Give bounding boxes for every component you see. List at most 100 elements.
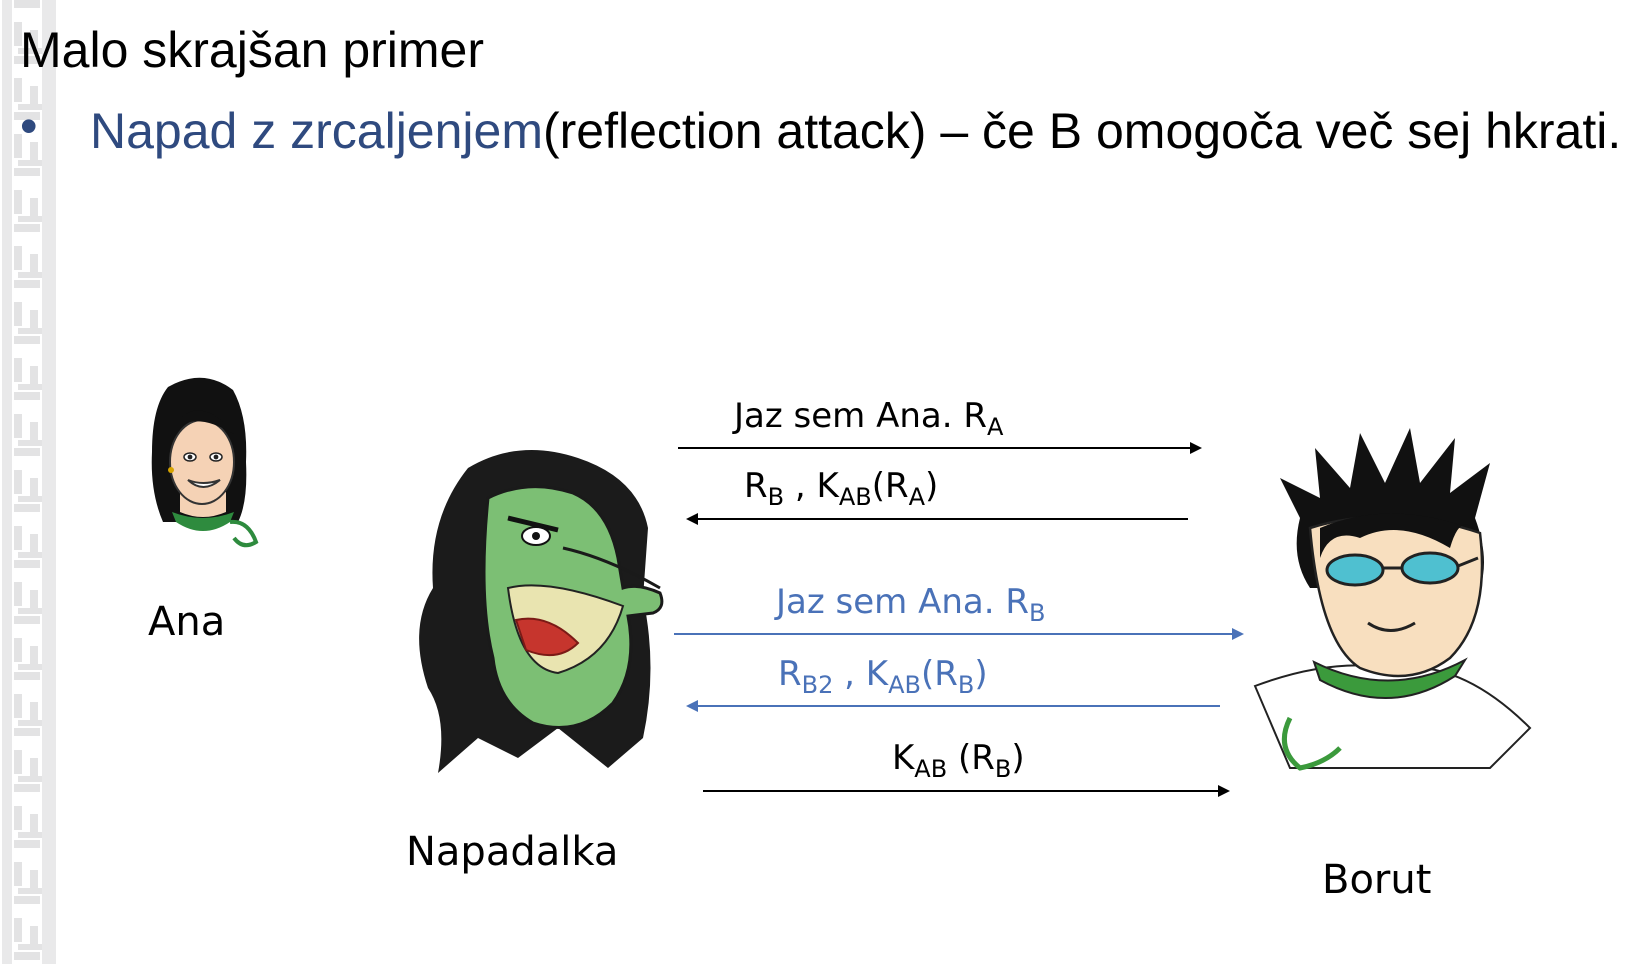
- pattern-mark: [14, 0, 40, 8]
- message-label: Jaz sem Ana. RA: [734, 396, 1003, 439]
- message-label: RB2 , KAB(RB): [778, 654, 988, 697]
- message-text-part: ): [1011, 738, 1025, 778]
- pattern-mark: [14, 784, 40, 792]
- message-text-part: (R: [920, 654, 958, 694]
- pattern-mark: [18, 832, 42, 838]
- pattern-mark: [18, 48, 42, 54]
- pattern-mark: [30, 534, 38, 554]
- pattern-mark: [14, 358, 22, 382]
- pattern-mark: [14, 918, 22, 942]
- message-text-part: (R: [947, 738, 995, 778]
- pattern-mark: [30, 366, 38, 386]
- message-text-part: Jaz sem Ana. R: [776, 582, 1029, 622]
- message-text-part: (R: [871, 466, 909, 506]
- pattern-mark: [14, 526, 22, 550]
- message-label: Jaz sem Ana. RB: [776, 582, 1045, 625]
- pattern-mark: [14, 168, 40, 176]
- bullet-highlight: Napad z zrcaljenjem: [90, 103, 543, 159]
- pattern-mark: [14, 448, 40, 456]
- pattern-mark: [14, 896, 40, 904]
- message-text-part: R: [744, 466, 768, 506]
- pattern-mark: [14, 582, 22, 606]
- pattern-mark: [14, 190, 22, 214]
- message-text-part: B: [767, 483, 785, 511]
- message-text-part: ): [925, 466, 939, 506]
- pattern-mark: [14, 862, 22, 886]
- pattern-mark: [14, 78, 22, 102]
- pattern-mark: [18, 664, 42, 670]
- pattern-mark: [30, 86, 38, 106]
- pattern-mark: [14, 750, 22, 774]
- pattern-mark: [14, 840, 40, 848]
- bullet-text: Napad z zrcaljenjem(reflection attack) –…: [90, 96, 1642, 166]
- pattern-mark: [30, 30, 38, 50]
- message-text-part: ): [974, 654, 988, 694]
- pattern-mark: [30, 310, 38, 330]
- message-text-part: AB: [838, 483, 872, 511]
- napadalka-figure: [419, 450, 664, 773]
- pattern-mark: [14, 280, 40, 288]
- pattern-mark: [18, 440, 42, 446]
- actor-label-napadalka: Napadalka: [406, 829, 619, 875]
- actor-label-ana: Ana: [148, 599, 226, 645]
- borut-figure: [1253, 428, 1532, 771]
- message-text-part: , K: [784, 466, 839, 506]
- pattern-mark: [14, 694, 22, 718]
- message-text-part: AB: [888, 671, 921, 699]
- pattern-mark: [14, 336, 40, 344]
- pattern-mark: [14, 392, 40, 400]
- pattern-mark: [18, 160, 42, 166]
- pattern-mark: [18, 272, 42, 278]
- message-text-part: K: [892, 738, 915, 778]
- pattern-mark: [30, 646, 38, 666]
- message-label: RB , KAB(RA): [744, 466, 939, 509]
- message-text-part: B: [994, 755, 1012, 783]
- message-text-part: , K: [833, 654, 889, 694]
- pattern-mark: [18, 104, 42, 110]
- pattern-mark: [14, 806, 22, 830]
- pattern-mark: [14, 246, 22, 270]
- message-text-part: AB: [914, 755, 948, 783]
- pattern-mark: [18, 608, 42, 614]
- message-text-part: A: [986, 413, 1004, 441]
- message-text-part: R: [778, 654, 802, 694]
- pattern-mark: [14, 134, 22, 158]
- message-text-part: A: [908, 483, 926, 511]
- pattern-mark: [30, 926, 38, 946]
- pattern-mark: [18, 552, 42, 558]
- pattern-mark: [30, 142, 38, 162]
- pattern-mark: [18, 888, 42, 894]
- pattern-mark: [14, 952, 40, 960]
- pattern-mark: [30, 590, 38, 610]
- bullet-rest: (reflection attack) – če B omogoča več s…: [542, 103, 1622, 159]
- pattern-mark: [18, 216, 42, 222]
- pattern-mark: [14, 224, 40, 232]
- pattern-mark: [18, 720, 42, 726]
- pattern-mark: [14, 470, 22, 494]
- slide-title: Malo skrajšan primer: [20, 22, 485, 78]
- pattern-mark: [18, 384, 42, 390]
- message-text-part: Jaz sem Ana. R: [734, 396, 987, 436]
- pattern-mark: [30, 422, 38, 442]
- pattern-mark: [14, 560, 40, 568]
- pattern-mark: [30, 254, 38, 274]
- pattern-mark: [14, 56, 40, 64]
- pattern-mark: [18, 944, 42, 950]
- decorative-side-pattern: [2, 0, 56, 964]
- pattern-mark: [14, 504, 40, 512]
- pattern-mark: [14, 414, 22, 438]
- pattern-mark: [30, 702, 38, 722]
- actor-label-borut: Borut: [1322, 857, 1432, 903]
- pattern-mark: [14, 672, 40, 680]
- pattern-mark: [30, 478, 38, 498]
- pattern-mark: [14, 616, 40, 624]
- message-text-part: B: [957, 671, 975, 699]
- pattern-mark: [14, 302, 22, 326]
- pattern-mark: [18, 328, 42, 334]
- pattern-mark: [14, 112, 40, 120]
- bullet-mark: •: [20, 98, 38, 154]
- pattern-mark: [14, 22, 22, 46]
- ana-figure: [151, 377, 259, 548]
- pattern-mark: [14, 638, 22, 662]
- message-text-part: B: [1028, 599, 1046, 627]
